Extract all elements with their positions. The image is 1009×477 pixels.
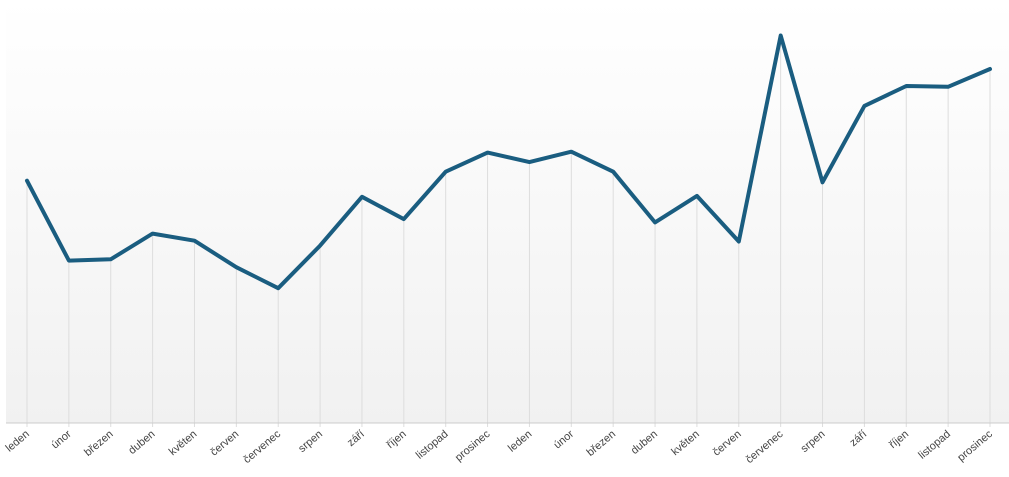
x-tick-label: září [848, 428, 870, 449]
x-tick-label: říjen [385, 428, 409, 451]
x-tick-label: červenec [744, 428, 786, 466]
data-point[interactable] [24, 178, 30, 184]
data-point[interactable] [694, 193, 700, 199]
x-tick-label: říjen [887, 428, 911, 451]
x-tick-label: únor [49, 428, 74, 452]
x-tick-label: leden [4, 428, 32, 454]
series-line [25, 33, 992, 291]
data-point[interactable] [568, 149, 574, 155]
data-point[interactable] [275, 285, 281, 291]
x-tick-label: listopad [414, 428, 451, 462]
x-tick-label: květen [669, 428, 702, 458]
x-tick-label: září [345, 428, 367, 449]
x-tick-label: prosinec [453, 428, 493, 464]
data-point[interactable] [861, 103, 867, 109]
data-point[interactable] [317, 243, 323, 249]
x-tick-label: březen [585, 428, 618, 459]
data-point[interactable] [945, 84, 951, 90]
data-point[interactable] [903, 83, 909, 89]
data-point[interactable] [191, 238, 197, 244]
data-point[interactable] [108, 256, 114, 262]
grid-lines [26, 35, 991, 427]
x-tick-label: březen [82, 428, 115, 459]
data-point[interactable] [401, 216, 407, 222]
data-point[interactable] [233, 264, 239, 270]
x-tick-label: květen [167, 428, 200, 458]
data-point[interactable] [987, 66, 993, 72]
x-tick-label: leden [506, 428, 534, 454]
data-point[interactable] [150, 231, 156, 237]
data-point[interactable] [778, 32, 784, 38]
data-point[interactable] [736, 239, 742, 245]
x-tick-label: červen [711, 428, 744, 458]
x-tick-labels: leden únor březen duben květen červen červenec… [4, 428, 996, 466]
data-point[interactable] [610, 169, 616, 175]
data-point[interactable] [359, 194, 365, 200]
series-layer [24, 32, 993, 291]
data-point[interactable] [652, 219, 658, 225]
data-point[interactable] [820, 179, 826, 185]
data-point[interactable] [443, 169, 449, 175]
x-tick-label: srpen [799, 428, 828, 455]
x-tick-label: červen [208, 428, 241, 458]
x-tick-label: únor [552, 428, 577, 452]
data-point[interactable] [485, 150, 491, 156]
x-tick-label: listopad [916, 428, 953, 462]
data-point[interactable] [526, 159, 532, 165]
x-tick-label: červenec [241, 428, 283, 466]
plot-background [6, 0, 1009, 423]
x-tick-label: prosinec [955, 428, 995, 464]
x-tick-label: srpen [296, 428, 325, 455]
data-point[interactable] [66, 258, 72, 264]
x-tick-label: duben [126, 428, 157, 457]
x-tick-label: duben [629, 428, 660, 457]
